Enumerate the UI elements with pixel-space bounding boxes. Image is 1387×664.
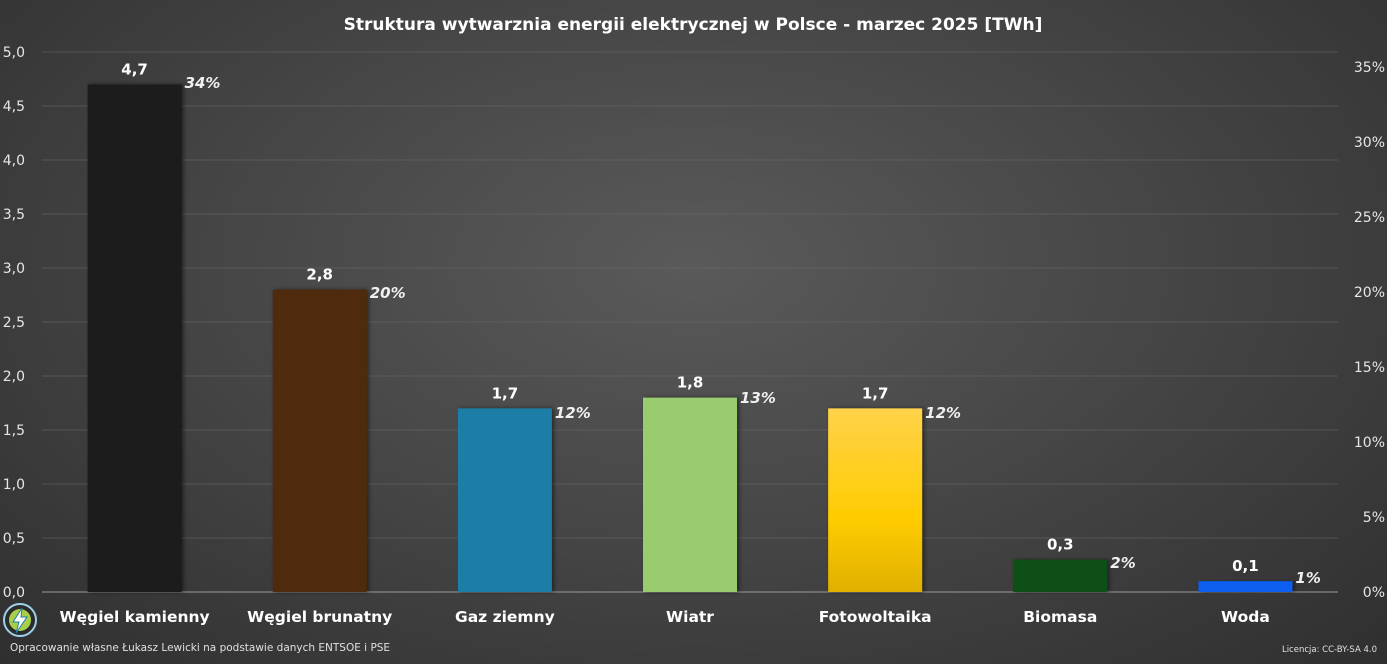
value-label: 2,8 (306, 266, 333, 284)
bar (457, 408, 552, 592)
bar (1013, 559, 1108, 592)
y2-tick-label: 0% (1363, 585, 1385, 601)
y-tick-label: 3,0 (3, 261, 25, 277)
logo-lightning-icon (2, 602, 38, 638)
y2-tick-label: 30% (1354, 135, 1385, 151)
y-tick-label: 2,0 (3, 369, 25, 385)
category-label: Biomasa (1023, 608, 1097, 626)
category-label: Węgiel kamienny (59, 608, 209, 626)
percent-label: 1% (1295, 569, 1320, 587)
y-tick-label: 0,5 (3, 531, 25, 547)
bar (272, 289, 367, 592)
bar (643, 397, 737, 592)
y2-tick-label: 20% (1354, 285, 1385, 301)
y2-tick-label: 25% (1354, 210, 1385, 226)
percent-label: 13% (740, 389, 776, 407)
value-label: 0,3 (1047, 536, 1074, 554)
y2-tick-label: 5% (1363, 510, 1385, 526)
percent-label: 2% (1110, 554, 1135, 572)
y-tick-label: 4,5 (3, 99, 25, 115)
category-label: Gaz ziemny (455, 608, 555, 626)
category-label: Woda (1221, 608, 1270, 626)
percent-label: 20% (370, 284, 406, 302)
category-label: Węgiel brunatny (247, 608, 392, 626)
bar (1198, 581, 1293, 592)
y2-tick-label: 10% (1354, 435, 1385, 451)
category-label: Wiatr (666, 608, 714, 626)
value-label: 1,8 (677, 374, 704, 392)
y-tick-label: 0,0 (3, 585, 25, 601)
value-label: 1,7 (492, 384, 519, 402)
y-tick-label: 1,0 (3, 477, 25, 493)
y-tick-label: 5,0 (3, 45, 25, 61)
y-tick-label: 1,5 (3, 423, 25, 439)
value-label: 4,7 (121, 60, 148, 78)
percent-label: 12% (925, 404, 961, 422)
bar (87, 84, 182, 593)
y-tick-label: 2,5 (3, 315, 25, 331)
y2-tick-label: 35% (1354, 60, 1385, 76)
chart-title: Struktura wytwarznia energii elektryczne… (344, 15, 1043, 35)
y-tick-label: 3,5 (3, 207, 25, 223)
y-tick-label: 4,0 (3, 153, 25, 169)
license-note: Licencja: CC-BY-SA 4.0 (1281, 645, 1377, 655)
percent-label: 12% (555, 404, 591, 422)
source-note: Opracowanie własne Łukasz Lewicki na pod… (10, 642, 391, 654)
value-label: 1,7 (862, 384, 889, 402)
bar (828, 408, 923, 592)
percent-label: 34% (185, 74, 221, 92)
category-label: Fotowoltaika (819, 608, 932, 626)
value-label: 0,1 (1232, 557, 1259, 575)
y2-tick-label: 15% (1354, 360, 1385, 376)
